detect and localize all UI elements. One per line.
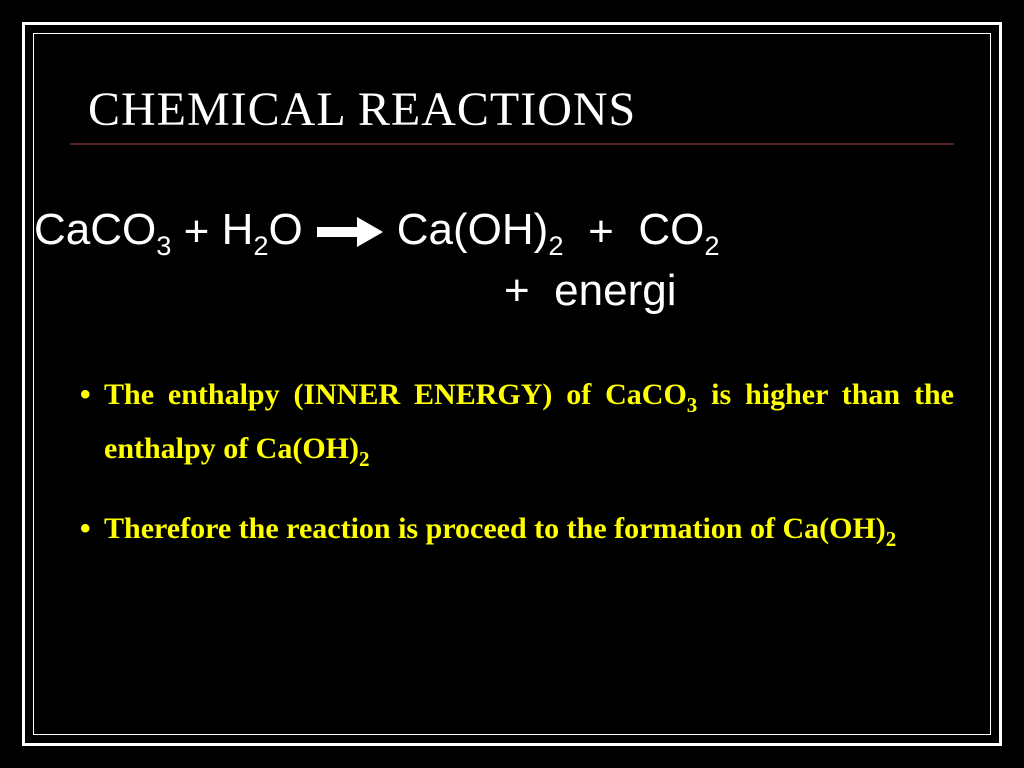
inner-frame: CHEMICAL REACTIONS CaCO3 + H2O Ca(OH)2 +… bbox=[33, 33, 991, 735]
bullet-item: The enthalpy (INNER ENERGY) of CaCO3 is … bbox=[70, 369, 954, 476]
plus-1: + bbox=[171, 203, 221, 260]
product-2: CO2 bbox=[638, 201, 719, 262]
plus-3: + bbox=[504, 266, 530, 315]
equation-line-1: CaCO3 + H2O Ca(OH)2 + CO2 bbox=[34, 201, 954, 262]
product-3: energi bbox=[554, 266, 676, 315]
plus-2: + bbox=[564, 203, 639, 260]
slide-title: CHEMICAL REACTIONS bbox=[88, 82, 954, 137]
outer-frame: CHEMICAL REACTIONS CaCO3 + H2O Ca(OH)2 +… bbox=[22, 22, 1002, 746]
reactant-2: H2O bbox=[222, 201, 303, 262]
reactant-1: CaCO3 bbox=[34, 201, 171, 262]
bullet-list: The enthalpy (INNER ENERGY) of CaCO3 is … bbox=[70, 369, 954, 556]
chemical-equation: CaCO3 + H2O Ca(OH)2 + CO2 + energi bbox=[34, 201, 954, 319]
bullet-item: Therefore the reaction is proceed to the… bbox=[70, 503, 954, 557]
equation-line-2: + energi bbox=[34, 262, 954, 319]
reaction-arrow-icon bbox=[317, 217, 383, 247]
title-divider bbox=[70, 143, 954, 145]
product-1: Ca(OH)2 bbox=[397, 201, 564, 262]
